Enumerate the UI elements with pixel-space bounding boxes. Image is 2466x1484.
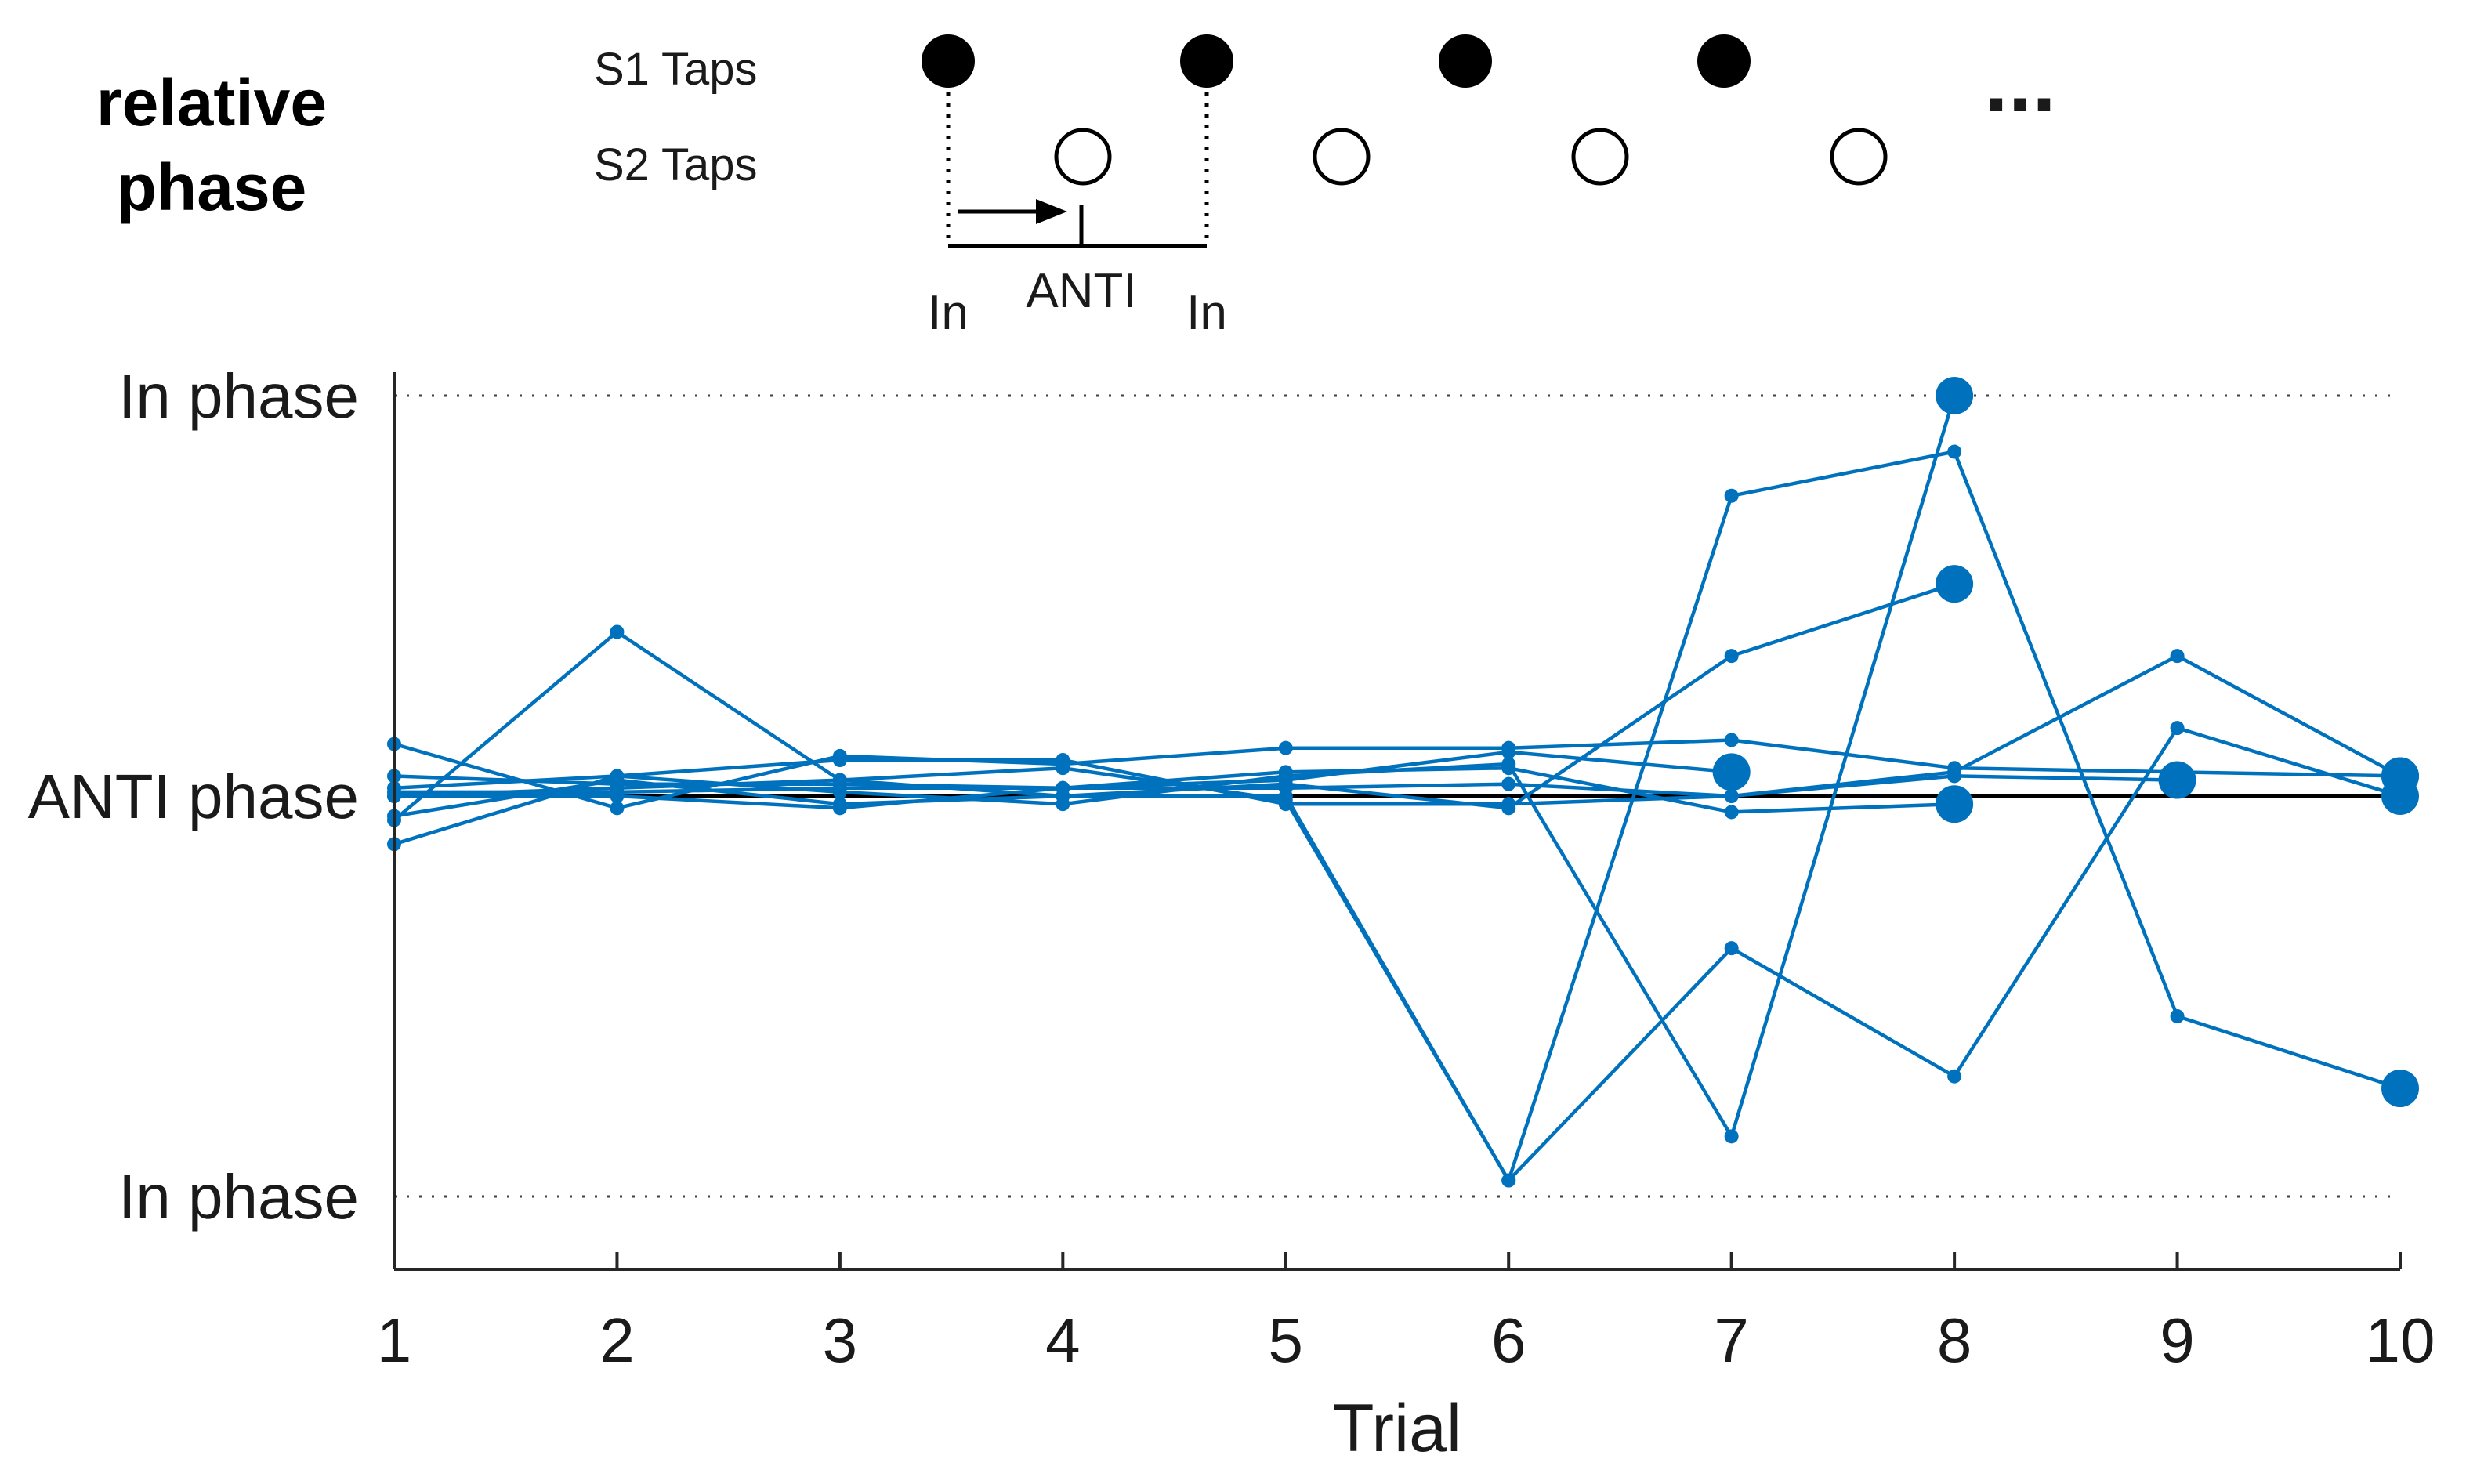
data-point	[1724, 789, 1739, 803]
series-pair-5	[387, 444, 2419, 1188]
s2-tap-dot	[1313, 128, 1371, 186]
data-point	[610, 789, 625, 803]
data-point	[1501, 761, 1516, 776]
series-line	[393, 450, 2401, 1182]
s2-taps-label: S2 Taps	[594, 139, 758, 190]
x-tick-label: 8	[1937, 1305, 1972, 1375]
series-layer	[387, 377, 2419, 1188]
data-point	[1947, 1069, 1962, 1084]
data-point	[1501, 797, 1516, 812]
data-point	[610, 769, 625, 784]
s2-taps-row	[1054, 128, 1888, 186]
series-pair-9	[387, 761, 1974, 823]
x-tick-label: 1	[377, 1305, 412, 1375]
data-point	[1278, 740, 1293, 755]
data-point	[1724, 649, 1739, 664]
s2-tap-dot	[1571, 128, 1629, 186]
data-point	[610, 801, 625, 816]
data-point	[1724, 488, 1739, 503]
data-point	[1056, 780, 1070, 795]
data-point	[832, 784, 847, 799]
data-point	[1056, 753, 1070, 768]
data-point	[1724, 805, 1739, 820]
data-point	[1724, 941, 1739, 956]
series-line	[393, 738, 2401, 810]
s1-tap-dot	[1439, 34, 1492, 88]
x-tick-label: 2	[599, 1305, 635, 1375]
data-point	[1724, 733, 1739, 747]
x-tick-label: 6	[1491, 1305, 1526, 1375]
y-tick-label: In phase	[118, 361, 359, 431]
series-end-point	[1712, 753, 1751, 791]
series-line	[394, 766, 1955, 814]
diagram-title-line2: phase	[117, 150, 307, 224]
s1-taps-label: S1 Taps	[594, 44, 758, 95]
s1-tap-dot	[1697, 34, 1751, 88]
s1-taps-row	[922, 34, 1751, 88]
series-end-point	[2158, 761, 2196, 799]
data-point	[832, 773, 847, 787]
data-point	[2170, 649, 2185, 664]
x-axis-label: Trial	[1333, 1391, 1461, 1466]
x-tick-label: 7	[1714, 1305, 1749, 1375]
data-point	[832, 801, 847, 816]
series-end-point	[2381, 1070, 2419, 1108]
data-point	[610, 624, 625, 639]
in-label-left: In	[928, 286, 969, 340]
data-point	[2170, 1009, 2185, 1024]
x-ticks: 1 2 3 4 5 6 7 8 9 10	[377, 1252, 2435, 1375]
diagram-title-line1: relative	[96, 66, 327, 139]
s2-tap-dot	[1054, 128, 1112, 186]
ellipsis: ...	[1984, 34, 2056, 130]
data-point	[1056, 797, 1070, 812]
series-end-point	[1936, 565, 1974, 603]
series-line	[393, 653, 2402, 806]
x-tick-label: 3	[823, 1305, 858, 1375]
series-line	[393, 395, 1957, 1138]
data-point	[1278, 797, 1293, 812]
s1-tap-dot	[922, 34, 975, 88]
data-point	[1724, 1129, 1739, 1144]
series-end-point	[1936, 377, 1974, 414]
data-point	[1947, 765, 1962, 780]
series-end-point	[1936, 785, 1974, 823]
y-tick-label: In phase	[118, 1162, 359, 1232]
phase-diagram: relative phase S1 Taps S2 Taps In ANTI I…	[96, 34, 2056, 340]
s2-tap-dot	[1830, 128, 1888, 186]
x-tick-label: 4	[1045, 1305, 1081, 1375]
in-label-right: In	[1186, 286, 1227, 340]
data-point	[1278, 765, 1293, 780]
data-point	[2170, 721, 2185, 736]
x-tick-label: 9	[2160, 1305, 2195, 1375]
y-ticks: In phase ANTI phase In phase	[28, 361, 359, 1232]
phase-arrow-head	[1036, 199, 1067, 224]
data-point	[1501, 744, 1516, 759]
gridlines	[394, 394, 2400, 1198]
anti-label: ANTI	[1026, 264, 1136, 318]
y-tick-label: ANTI phase	[28, 762, 359, 831]
x-tick-label: 10	[2366, 1305, 2435, 1375]
chart: 1 2 3 4 5 6 7 8 9 10 In phase ANTI phase In phase T…	[28, 361, 2435, 1466]
data-point	[1947, 444, 1962, 459]
axes	[393, 372, 2400, 1271]
data-point	[1501, 776, 1516, 791]
data-point	[1501, 1173, 1516, 1188]
data-point	[832, 753, 847, 768]
x-tick-label: 5	[1269, 1305, 1304, 1375]
s1-tap-dot	[1180, 34, 1233, 88]
series-end-point	[2381, 757, 2419, 795]
